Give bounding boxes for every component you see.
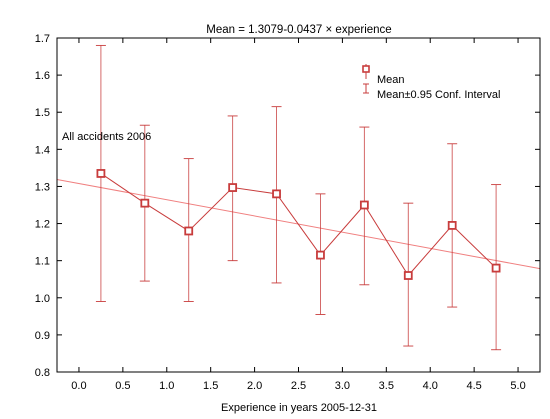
mean-point bbox=[491, 263, 501, 273]
legend-ci-label: Mean±0.95 Conf. Interval bbox=[377, 89, 500, 101]
mean-point bbox=[272, 189, 281, 199]
x-tick-label: 3.0 bbox=[335, 380, 350, 392]
x-tick-label: 2.5 bbox=[291, 380, 306, 392]
mean-point bbox=[228, 183, 238, 192]
x-tick-label: 0.5 bbox=[115, 380, 130, 392]
y-tick-label: 1.4 bbox=[35, 144, 50, 156]
mean-point bbox=[96, 169, 106, 178]
y-tick-label: 1.7 bbox=[35, 33, 50, 45]
y-tick-label: 1.3 bbox=[35, 181, 50, 193]
x-tick-label: 1.0 bbox=[159, 380, 174, 392]
chart-title: Mean = 1.3079-0.0437 × experience bbox=[206, 24, 391, 36]
legend-mean-label: Mean bbox=[377, 74, 405, 86]
x-tick-label: 2.0 bbox=[247, 380, 262, 392]
y-tick-label: 1.1 bbox=[35, 256, 50, 268]
mean-point bbox=[447, 221, 457, 230]
x-tick-label: 3.5 bbox=[379, 380, 394, 392]
y-tick-label: 1.5 bbox=[35, 107, 50, 119]
x-axis-label: Experience in years 2005-12-31 bbox=[221, 402, 377, 414]
y-tick-label: 0.9 bbox=[35, 330, 50, 342]
mean-point bbox=[359, 200, 369, 210]
legend: Mean Mean±0.95 Conf. Interval bbox=[362, 64, 500, 101]
mean-point bbox=[403, 271, 413, 280]
y-tick-label: 1.2 bbox=[35, 219, 50, 231]
mean-point bbox=[140, 198, 150, 208]
mean-point bbox=[184, 226, 194, 236]
x-tick-label: 5.0 bbox=[510, 380, 525, 392]
mean-line bbox=[100, 173, 497, 277]
x-tick-label: 0.0 bbox=[71, 380, 86, 392]
mean-point bbox=[316, 250, 325, 260]
x-tick-label: 4.0 bbox=[423, 380, 438, 392]
annotation-text: All accidents 2006 bbox=[62, 131, 151, 143]
x-tick-label: 4.5 bbox=[466, 380, 481, 392]
y-tick-label: 1.0 bbox=[35, 293, 50, 305]
x-tick-label: 1.5 bbox=[203, 380, 218, 392]
plot-layer bbox=[56, 44, 541, 351]
y-tick-label: 1.6 bbox=[35, 70, 50, 82]
y-tick-label: 0.8 bbox=[35, 367, 50, 379]
legend-mean-marker bbox=[362, 65, 370, 73]
